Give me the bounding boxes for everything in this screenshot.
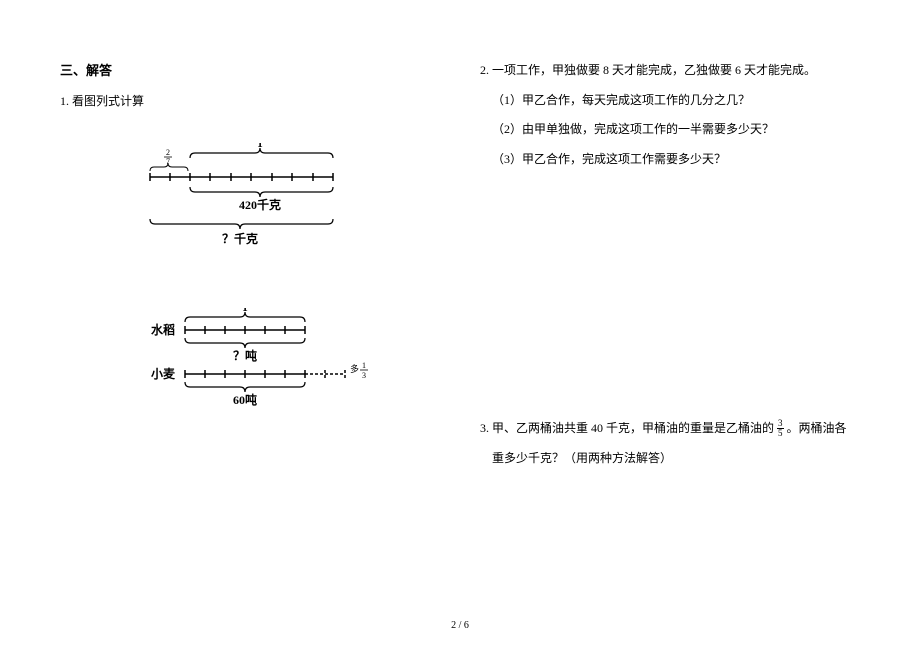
d1-frac-num: 2 bbox=[166, 148, 170, 157]
page-footer: 2 / 6 bbox=[451, 620, 469, 631]
d2-unit-label: "1" bbox=[236, 308, 254, 314]
q3-stem-a: 3. 甲、乙两桶油共重 40 千克，甲桶油的重量是乙桶油的 bbox=[480, 421, 774, 435]
q1-text: 1. 看图列式计算 bbox=[60, 91, 450, 113]
section-title: 三、解答 bbox=[60, 60, 450, 79]
q3-stem-b: 。两桶油各 bbox=[787, 421, 847, 435]
d1-bottom-label: ？千克 bbox=[222, 231, 258, 246]
d2-extra-num: 1 bbox=[362, 361, 366, 370]
q2-part1: （1）甲乙合作，每天完成这项工作的几分之几？ bbox=[480, 90, 870, 112]
d2-extra-den: 3 bbox=[362, 371, 366, 380]
diagram-2: "1" 水稻 ？吨 小麦 bbox=[140, 308, 450, 413]
left-column: 三、解答 1. 看图列式计算 "1" 2 7 bbox=[60, 60, 450, 611]
q1-diagrams: "1" 2 7 bbox=[140, 143, 450, 413]
q3-frac-den: 5 bbox=[777, 429, 784, 438]
q2-stem: 2. 一项工作，甲独做要 8 天才能完成，乙独做要 6 天才能完成。 bbox=[480, 60, 870, 82]
diagram-1: "1" 2 7 bbox=[140, 143, 450, 258]
d2-extra-prefix: 多 bbox=[350, 363, 359, 374]
q3-fraction: 3 5 bbox=[777, 419, 784, 438]
d2-row1-label: 水稻 bbox=[151, 322, 175, 337]
d1-frac-den: 7 bbox=[166, 157, 170, 166]
spacer bbox=[480, 178, 870, 418]
q3-line2: 重多少千克？（用两种方法解答） bbox=[480, 448, 870, 470]
q3-line1: 3. 甲、乙两桶油共重 40 千克，甲桶油的重量是乙桶油的 3 5 。两桶油各 bbox=[480, 418, 870, 440]
q2-part2: （2）由甲单独做，完成这项工作的一半需要多少天？ bbox=[480, 119, 870, 141]
d1-mid-label: 420千克 bbox=[239, 197, 281, 212]
right-column: 2. 一项工作，甲独做要 8 天才能完成，乙独做要 6 天才能完成。 （1）甲乙… bbox=[480, 60, 870, 611]
q2-part3: （3）甲乙合作，完成这项工作需要多少天？ bbox=[480, 149, 870, 171]
d2-row2-value: 60吨 bbox=[233, 392, 257, 407]
d2-row2-label: 小麦 bbox=[151, 366, 176, 381]
d1-unit-label: "1" bbox=[251, 143, 269, 150]
d2-row1-value: ？吨 bbox=[233, 348, 257, 363]
